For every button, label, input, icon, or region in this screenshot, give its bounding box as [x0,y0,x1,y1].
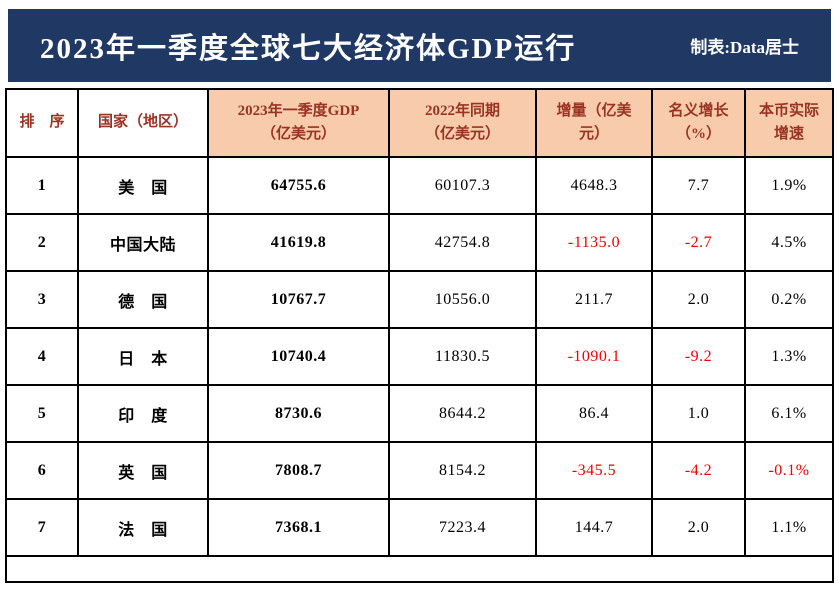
table-row: 1 美 国 64755.6 60107.3 4648.3 7.7 1.9% [7,158,832,215]
gdp-2023-cell: 8730.6 [209,386,390,443]
nominal-growth-cell: 1.0 [653,386,746,443]
gdp-2022-cell: 42754.8 [390,215,537,272]
delta-cell: -345.5 [537,443,653,500]
country-cell: 德 国 [79,272,209,329]
page-title: 2023年一季度全球七大经济体GDP运行 [40,32,577,65]
header-gdp-2022: 2022年同期 （亿美元） [390,90,537,158]
country-cell: 法 国 [79,500,209,557]
header-gdp-2023: 2023年一季度GDP （亿美元） [209,90,390,158]
country-cell: 印 度 [79,386,209,443]
table-row: 4 日 本 10740.4 11830.5 -1090.1 -9.2 1.3% [7,329,832,386]
header-delta: 增量（亿美 元） [537,90,653,158]
table-row: 7 法 国 7368.1 7223.4 144.7 2.0 1.1% [7,500,832,557]
nominal-growth-cell: 2.0 [653,500,746,557]
gdp-2023-cell: 10767.7 [209,272,390,329]
gdp-2023-cell: 41619.8 [209,215,390,272]
country-cell: 美 国 [79,158,209,215]
delta-cell: -1135.0 [537,215,653,272]
real-growth-cell: 1.9% [746,158,832,215]
header-real-growth: 本币实际 增速 [746,90,832,158]
table-row: 6 英 国 7808.7 8154.2 -345.5 -4.2 -0.1% [7,443,832,500]
header-rank: 排 序 [7,90,79,158]
gdp-2023-cell: 10740.4 [209,329,390,386]
delta-cell: -1090.1 [537,329,653,386]
rank-cell: 3 [7,272,79,329]
credit-label: 制表:Data居士 [690,38,799,57]
nominal-growth-cell: -4.2 [653,443,746,500]
delta-cell: 144.7 [537,500,653,557]
title-banner: 2023年一季度全球七大经济体GDP运行 制表:Data居士 [8,9,831,82]
country-cell: 英 国 [79,443,209,500]
table-body: 1 美 国 64755.6 60107.3 4648.3 7.7 1.9% 2 … [7,158,832,557]
gdp-2023-cell: 7368.1 [209,500,390,557]
gdp-2022-cell: 60107.3 [390,158,537,215]
real-growth-cell: 0.2% [746,272,832,329]
real-growth-cell: 1.3% [746,329,832,386]
nominal-growth-cell: 7.7 [653,158,746,215]
gdp-2023-cell: 7808.7 [209,443,390,500]
table-header-row: 排 序 国家（地区） 2023年一季度GDP （亿美元） 2022年同期 （亿美… [7,90,832,158]
table-row: 5 印 度 8730.6 8644.2 86.4 1.0 6.1% [7,386,832,443]
gdp-2023-cell: 64755.6 [209,158,390,215]
rank-cell: 5 [7,386,79,443]
table-footer-strip [7,557,832,581]
nominal-growth-cell: -9.2 [653,329,746,386]
rank-cell: 2 [7,215,79,272]
country-cell: 日 本 [79,329,209,386]
nominal-growth-cell: 2.0 [653,272,746,329]
gdp-2022-cell: 11830.5 [390,329,537,386]
header-nominal-growth: 名义增长 （%） [653,90,746,158]
delta-cell: 86.4 [537,386,653,443]
real-growth-cell: 6.1% [746,386,832,443]
rank-cell: 7 [7,500,79,557]
nominal-growth-cell: -2.7 [653,215,746,272]
table-row: 3 德 国 10767.7 10556.0 211.7 2.0 0.2% [7,272,832,329]
real-growth-cell: 4.5% [746,215,832,272]
gdp-2022-cell: 8644.2 [390,386,537,443]
country-cell: 中国大陆 [79,215,209,272]
gdp-2022-cell: 10556.0 [390,272,537,329]
gdp-table: 排 序 国家（地区） 2023年一季度GDP （亿美元） 2022年同期 （亿美… [5,88,834,583]
rank-cell: 1 [7,158,79,215]
real-growth-cell: 1.1% [746,500,832,557]
header-country: 国家（地区） [79,90,209,158]
real-growth-cell: -0.1% [746,443,832,500]
rank-cell: 6 [7,443,79,500]
rank-cell: 4 [7,329,79,386]
gdp-2022-cell: 7223.4 [390,500,537,557]
gdp-2022-cell: 8154.2 [390,443,537,500]
delta-cell: 4648.3 [537,158,653,215]
delta-cell: 211.7 [537,272,653,329]
table-row: 2 中国大陆 41619.8 42754.8 -1135.0 -2.7 4.5% [7,215,832,272]
